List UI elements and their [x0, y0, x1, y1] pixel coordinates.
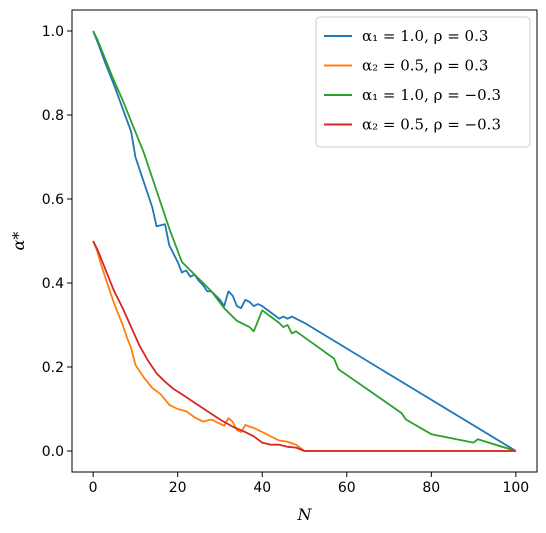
y-axis-label: α* [9, 232, 28, 251]
y-tick-label: 0.8 [42, 108, 64, 124]
legend-box [315, 16, 531, 148]
plot-lines [92, 30, 517, 452]
x-tick-label: 60 [338, 480, 356, 496]
x-tick-label: 40 [253, 480, 271, 496]
legend-entry-4: α₂ = 0.5, ρ = −0.3 [362, 116, 501, 134]
x-tick-label: 80 [422, 480, 440, 496]
legend-entry-3: α₁ = 1.0, ρ = −0.3 [362, 86, 501, 104]
x-tick-label: 20 [169, 480, 187, 496]
y-tick-label: 0.0 [42, 444, 64, 460]
series-line-3 [92, 30, 517, 452]
legend-entry-2: α₂ = 0.5, ρ = 0.3 [362, 57, 488, 75]
series-line-2 [92, 240, 516, 452]
y-tick-label: 0.6 [42, 192, 64, 208]
x-tick-label: 100 [502, 480, 529, 496]
x-axis-label: N [297, 505, 313, 524]
y-axis: 0.0 0.2 0.4 0.6 0.8 1.0 [42, 24, 72, 460]
y-tick-label: 0.4 [42, 276, 64, 292]
x-tick-label: 0 [89, 480, 98, 496]
plot-frame [71, 9, 538, 473]
legend-entry-1: α₁ = 1.0, ρ = 0.3 [362, 27, 488, 45]
series-line-4 [92, 240, 516, 452]
legend: α₁ = 1.0, ρ = 0.3 α₂ = 0.5, ρ = 0.3 α₁ = 1… [315, 16, 531, 148]
x-axis: 0 20 40 60 80 100 [89, 472, 529, 496]
y-tick-label: 1.0 [42, 24, 64, 40]
y-tick-label: 0.2 [42, 360, 64, 376]
